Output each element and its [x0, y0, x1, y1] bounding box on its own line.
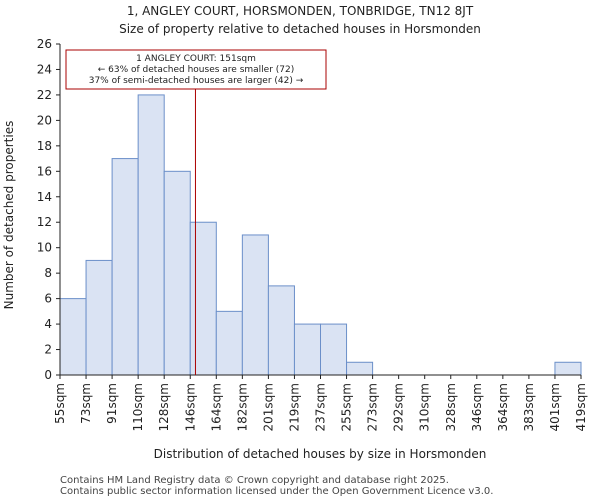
histogram-bar	[163, 170, 191, 376]
x-tick-label: 364sqm	[496, 383, 510, 431]
histogram-bar	[554, 361, 582, 376]
histogram-bar	[59, 298, 87, 376]
y-tick-label: 4	[44, 317, 52, 331]
y-tick-label: 16	[37, 164, 52, 178]
histogram-bar	[346, 361, 374, 376]
annotation-box: 1 ANGLEY COURT: 151sqm ← 63% of detached…	[65, 49, 327, 90]
y-tick-label: 22	[37, 88, 52, 102]
x-tick-label: 146sqm	[183, 383, 197, 431]
histogram-bar	[293, 323, 322, 376]
y-tick-label: 2	[44, 343, 52, 357]
histogram-bar	[215, 310, 243, 376]
histogram-bar	[189, 221, 217, 376]
y-tick-label: 12	[37, 215, 52, 229]
y-tick-label: 18	[37, 139, 52, 153]
bars-group	[59, 94, 582, 376]
y-axis-label: Number of detached properties	[2, 121, 16, 310]
chart-title-line2: Size of property relative to detached ho…	[119, 22, 481, 36]
x-tick-label: 219sqm	[287, 383, 301, 431]
x-tick-label: 328sqm	[444, 383, 458, 431]
histogram-bar	[137, 94, 165, 376]
x-tick-label: 73sqm	[79, 383, 93, 424]
x-axis-label: Distribution of detached houses by size …	[154, 447, 487, 461]
x-tick-label: 55sqm	[53, 383, 67, 424]
x-tick-label: 292sqm	[392, 383, 406, 431]
annotation-box-border	[65, 49, 327, 90]
y-tick-label: 24	[37, 62, 52, 76]
x-tick-label: 128sqm	[157, 383, 171, 431]
x-axis-ticks: 55sqm 73sqm 91sqm 110sqm 128sqm 146sqm 164sqm 1…	[53, 375, 588, 431]
footer-line1: Contains HM Land Registry data © Crown c…	[60, 475, 449, 486]
histogram-bar	[241, 234, 269, 376]
x-tick-label: 164sqm	[209, 383, 223, 431]
annotation-title: 1 ANGLEY COURT: 151sqm	[136, 54, 256, 64]
x-tick-label: 91sqm	[105, 383, 119, 424]
y-tick-label: 20	[37, 113, 52, 127]
x-tick-label: 182sqm	[235, 383, 249, 431]
footer-line2: Contains public sector information licen…	[60, 486, 493, 497]
x-tick-label: 201sqm	[261, 383, 275, 431]
x-tick-label: 310sqm	[418, 383, 432, 431]
histogram-bar	[85, 259, 113, 376]
histogram-bar	[320, 323, 348, 376]
chart-title-line1: 1, ANGLEY COURT, HORSMONDEN, TONBRIDGE, …	[127, 4, 474, 18]
x-tick-label: 255sqm	[340, 383, 354, 431]
x-tick-label: 383sqm	[522, 383, 536, 431]
annotation-smaller: ← 63% of detached houses are smaller (72…	[98, 65, 295, 75]
y-tick-label: 6	[44, 292, 52, 306]
x-tick-label: 401sqm	[548, 383, 562, 431]
y-tick-label: 14	[37, 190, 52, 204]
x-tick-label: 346sqm	[470, 383, 484, 431]
y-tick-label: 8	[44, 266, 52, 280]
x-tick-label: 110sqm	[131, 383, 145, 431]
y-tick-label: 26	[37, 37, 52, 51]
histogram-bar	[267, 285, 295, 376]
histogram-bar	[111, 158, 139, 376]
x-tick-label: 419sqm	[574, 383, 588, 431]
y-tick-label: 10	[37, 241, 52, 255]
annotation-larger: 37% of semi-detached houses are larger (…	[89, 76, 304, 86]
y-tick-label: 0	[44, 368, 52, 382]
x-tick-label: 273sqm	[366, 383, 380, 431]
x-tick-label: 237sqm	[314, 383, 328, 431]
